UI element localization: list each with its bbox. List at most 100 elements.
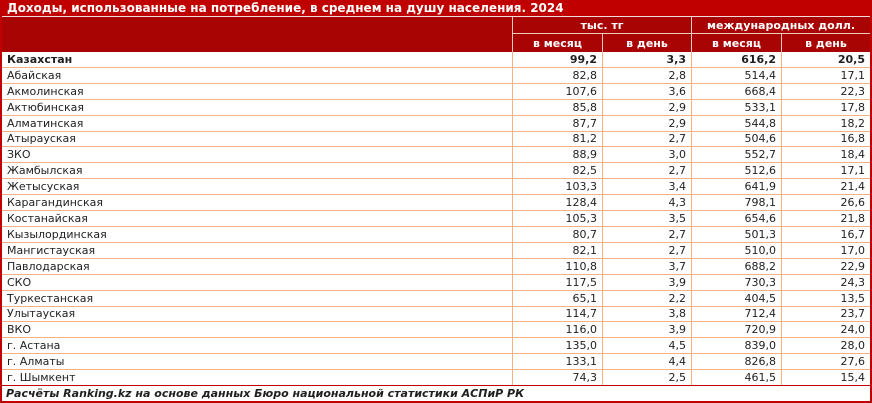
table-row: Костанайская 105,3 3,5 654,6 21,8 <box>2 211 870 227</box>
value-cell: 501,3 <box>691 226 781 242</box>
table-body: Казахстан 99,2 3,3 616,2 20,5 Абайская 82,8 2,8… <box>2 52 870 386</box>
subheader-kzt-day: в день <box>602 34 691 52</box>
value-cell: 3,0 <box>602 147 691 163</box>
value-cell: 2,9 <box>602 115 691 131</box>
table-row: Туркестанская 65,1 2,2 404,5 13,5 <box>2 290 870 307</box>
table-row: Абайская 82,8 2,8 514,4 17,1 <box>2 67 870 84</box>
table-row: Улытауская 114,7 3,8 712,4 23,7 <box>2 306 870 323</box>
value-cell: 2,7 <box>602 131 691 147</box>
region-cell: г. Шымкент <box>7 371 76 385</box>
value-cell: 88,9 <box>512 147 602 163</box>
value-cell: 18,4 <box>781 147 870 163</box>
value-cell: 22,9 <box>781 258 870 274</box>
table-row: Жетысуская 103,3 3,4 641,9 21,4 <box>2 179 870 196</box>
value-cell: 688,2 <box>691 258 781 274</box>
value-cell: 2,7 <box>602 163 691 179</box>
value-cell: 87,7 <box>512 115 602 131</box>
value-cell: 3,6 <box>602 83 691 99</box>
value-cell: 4,3 <box>602 195 691 211</box>
value-cell: 720,9 <box>691 322 781 338</box>
region-cell: Жамбылская <box>7 164 83 178</box>
table-row: Карагандинская 128,4 4,3 798,1 26,6 <box>2 195 870 212</box>
value-cell: 798,1 <box>691 195 781 211</box>
value-cell: 2,9 <box>602 99 691 115</box>
source-note: Расчёты Ranking.kz на основе данных Бюро… <box>2 385 870 403</box>
value-cell: 135,0 <box>512 338 602 354</box>
region-cell: Костанайская <box>7 212 88 226</box>
value-cell: 2,7 <box>602 226 691 242</box>
value-cell: 826,8 <box>691 354 781 370</box>
sub-header-row: в месяц в день в месяц в день <box>2 34 870 52</box>
value-cell: 74,3 <box>512 370 602 386</box>
region-cell: Павлодарская <box>7 259 90 273</box>
region-cell: ЗКО <box>7 148 31 162</box>
value-cell: 2,5 <box>602 370 691 386</box>
table-row: Актюбинская 85,8 2,9 533,1 17,8 <box>2 99 870 116</box>
value-cell: 3,7 <box>602 258 691 274</box>
column-group-usd: международных долл. <box>691 17 870 34</box>
value-cell: 712,4 <box>691 306 781 322</box>
value-cell: 22,3 <box>781 83 870 99</box>
value-cell: 105,3 <box>512 211 602 226</box>
value-cell: 128,4 <box>512 195 602 211</box>
value-cell: 17,1 <box>781 67 870 83</box>
region-column-subheader-spacer <box>2 34 512 52</box>
region-cell: Алматинская <box>7 116 84 130</box>
table-row: г. Шымкент 74,3 2,5 461,5 15,4 <box>2 370 870 386</box>
value-cell: 4,5 <box>602 338 691 354</box>
value-cell: 24,3 <box>781 274 870 290</box>
value-cell: 99,2 <box>512 52 602 67</box>
region-cell: Улытауская <box>7 307 76 321</box>
value-cell: 3,5 <box>602 211 691 226</box>
region-cell: Атырауская <box>7 132 76 146</box>
value-cell: 668,4 <box>691 83 781 99</box>
table-row: Казахстан 99,2 3,3 616,2 20,5 <box>2 52 870 68</box>
value-cell: 544,8 <box>691 115 781 131</box>
value-cell: 2,7 <box>602 242 691 258</box>
value-cell: 82,5 <box>512 163 602 179</box>
value-cell: 3,4 <box>602 179 691 195</box>
table-row: Алматинская 87,7 2,9 544,8 18,2 <box>2 115 870 132</box>
value-cell: 17,1 <box>781 163 870 179</box>
value-cell: 28,0 <box>781 338 870 354</box>
column-group-row: тыс. тг международных долл. <box>2 17 870 34</box>
region-cell: г. Алматы <box>7 355 65 369</box>
table-row: Кызылординская 80,7 2,7 501,3 16,7 <box>2 226 870 243</box>
table-row: г. Алматы 133,1 4,4 826,8 27,6 <box>2 354 870 371</box>
value-cell: 110,8 <box>512 258 602 274</box>
region-cell: Казахстан <box>7 52 73 66</box>
value-cell: 107,6 <box>512 83 602 99</box>
value-cell: 3,3 <box>602 52 691 67</box>
value-cell: 82,1 <box>512 242 602 258</box>
region-cell: СКО <box>7 275 32 289</box>
table-title: Доходы, использованные на потребление, в… <box>2 0 870 17</box>
value-cell: 4,4 <box>602 354 691 370</box>
value-cell: 552,7 <box>691 147 781 163</box>
subheader-usd-month: в месяц <box>691 34 781 52</box>
table-row: ЗКО 88,9 3,0 552,7 18,4 <box>2 147 870 164</box>
value-cell: 85,8 <box>512 99 602 115</box>
value-cell: 514,4 <box>691 67 781 83</box>
value-cell: 504,6 <box>691 131 781 147</box>
table-row: г. Астана 135,0 4,5 839,0 28,0 <box>2 338 870 355</box>
region-cell: Абайская <box>7 68 62 82</box>
value-cell: 21,4 <box>781 179 870 195</box>
table-row: ВКО 116,0 3,9 720,9 24,0 <box>2 322 870 339</box>
value-cell: 65,1 <box>512 290 602 306</box>
value-cell: 13,5 <box>781 290 870 306</box>
region-cell: Акмолинская <box>7 84 84 98</box>
value-cell: 533,1 <box>691 99 781 115</box>
region-cell: г. Астана <box>7 339 61 353</box>
value-cell: 18,2 <box>781 115 870 131</box>
value-cell: 133,1 <box>512 354 602 370</box>
value-cell: 2,8 <box>602 67 691 83</box>
region-cell: Карагандинская <box>7 196 103 210</box>
value-cell: 103,3 <box>512 179 602 195</box>
value-cell: 24,0 <box>781 322 870 338</box>
value-cell: 3,8 <box>602 306 691 322</box>
table-row: Мангистауская 82,1 2,7 510,0 17,0 <box>2 242 870 259</box>
column-group-kzt: тыс. тг <box>512 17 691 34</box>
value-cell: 114,7 <box>512 306 602 322</box>
value-cell: 839,0 <box>691 338 781 354</box>
